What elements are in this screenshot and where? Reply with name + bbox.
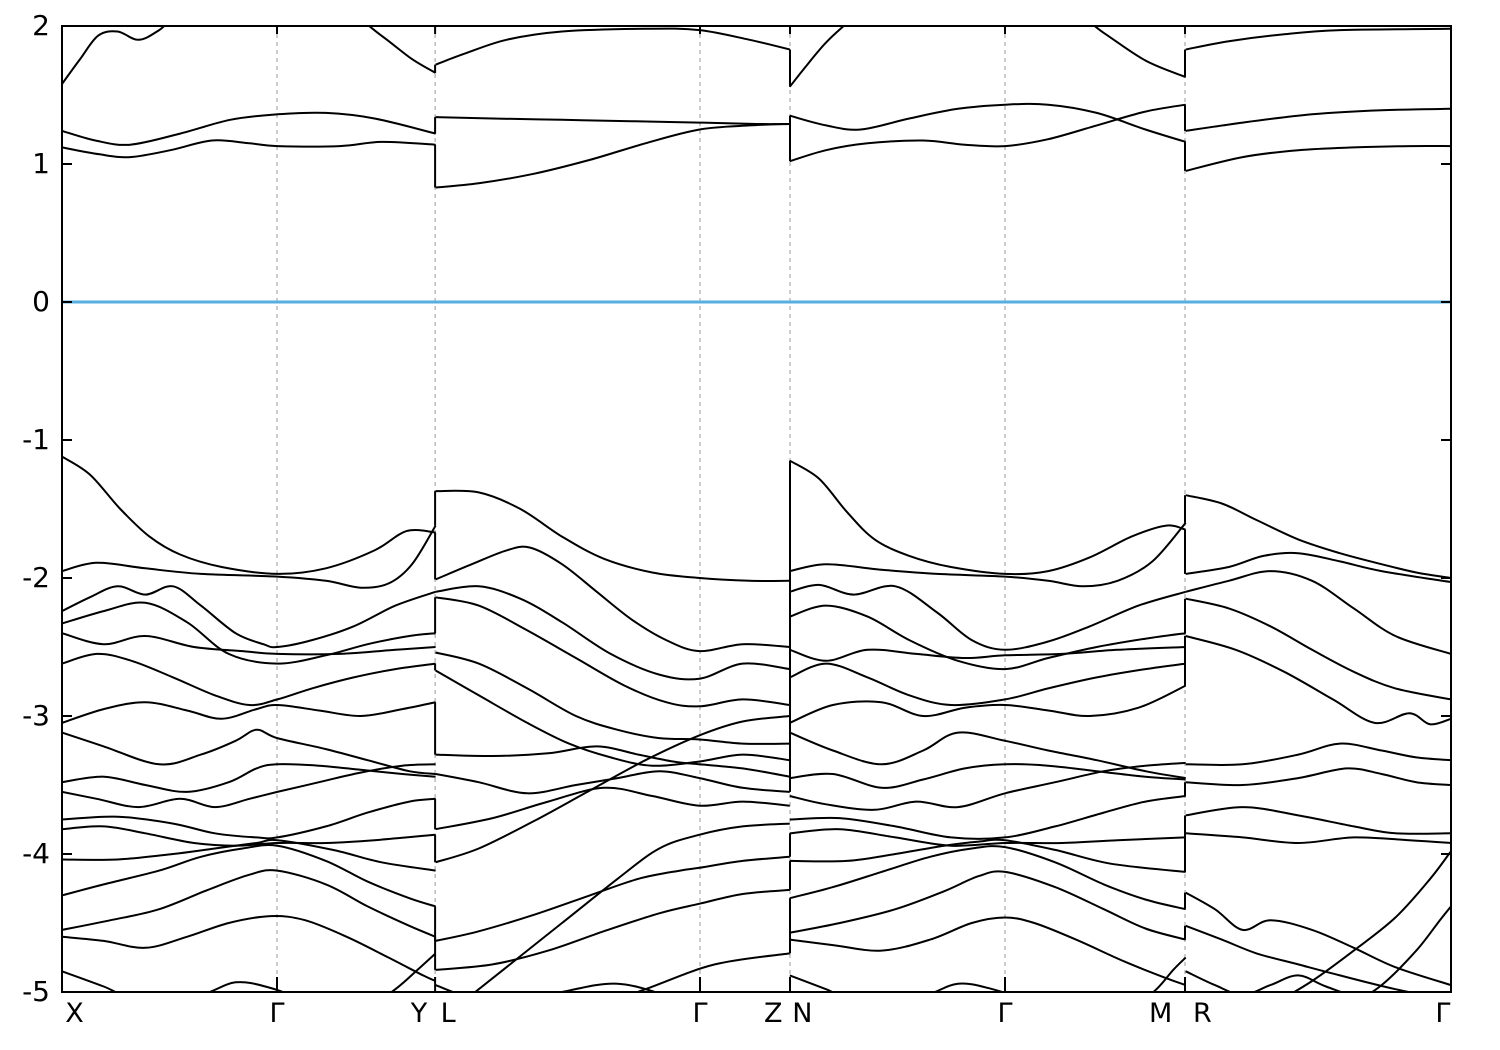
- band-curve: [62, 585, 436, 649]
- band-curve: [435, 651, 790, 745]
- band-curve: [1370, 905, 1451, 992]
- x-tick-label: X: [65, 998, 84, 1029]
- band-curve: [473, 822, 790, 992]
- band-curve: [789, 684, 1187, 724]
- band-curve: [435, 27, 791, 66]
- band-curve: [435, 489, 790, 582]
- band-curve: [62, 601, 436, 665]
- band-curve: [1185, 970, 1344, 992]
- band-curve: [789, 974, 1006, 992]
- band-curve: [1185, 742, 1451, 767]
- band-curve: [389, 952, 437, 992]
- band-curve: [1185, 570, 1451, 655]
- x-tick-label: M: [1149, 998, 1172, 1029]
- band-curve: [1185, 767, 1451, 787]
- band-curve: [62, 455, 436, 575]
- band-curve: [62, 728, 436, 775]
- band-curve: [435, 545, 790, 653]
- band-curve: [1185, 144, 1451, 172]
- y-tick-label: 2: [32, 9, 50, 42]
- plot-border: [61, 25, 1452, 993]
- x-tick-label: Γ: [692, 998, 707, 1029]
- band-curve: [62, 632, 436, 656]
- band-curve: [62, 525, 437, 589]
- band-curve: [62, 797, 436, 840]
- band-curve: [62, 869, 436, 938]
- band-curve: [789, 459, 1186, 576]
- y-tick-label: 0: [32, 285, 50, 318]
- band-curve: [789, 522, 1187, 588]
- band-curve: [1151, 956, 1187, 992]
- y-tick-label: -4: [22, 837, 50, 870]
- band-curve: [435, 745, 790, 778]
- band-curve: [1185, 597, 1451, 701]
- band-curve: [789, 870, 1186, 941]
- band-curve: [435, 123, 790, 189]
- band-curve: [789, 761, 1186, 811]
- band-curve: [435, 116, 790, 126]
- band-curve: [789, 916, 1187, 987]
- band-curve: [435, 770, 790, 795]
- band-curve: [789, 731, 1186, 780]
- band-curve: [435, 596, 790, 708]
- x-tick-label: N: [792, 998, 812, 1029]
- band-curve: [789, 838, 1186, 873]
- x-tick-label: Γ: [997, 998, 1012, 1029]
- band-curve: [62, 111, 436, 146]
- x-tick-label: L: [441, 998, 456, 1029]
- band-curve: [1185, 551, 1451, 584]
- band-curve: [62, 701, 436, 724]
- band-curve: [789, 604, 1186, 671]
- x-tick-label: Y: [410, 998, 428, 1029]
- band-curve: [62, 914, 437, 982]
- band-curve: [435, 855, 790, 942]
- band-curve: [789, 102, 1186, 143]
- y-tick-label: 1: [32, 147, 50, 180]
- band-curve: [634, 952, 790, 992]
- band-curve: [1185, 806, 1451, 835]
- band-curve: [789, 795, 1186, 840]
- y-tick-label: -2: [22, 561, 50, 594]
- band-curve: [62, 838, 436, 872]
- band-curve: [62, 652, 436, 707]
- band-curve: [789, 26, 1187, 88]
- band-curve: [789, 646, 1186, 662]
- band-curve: [1185, 832, 1451, 845]
- band-curve: [1185, 924, 1414, 992]
- band-curve: [62, 26, 437, 85]
- band-curve: [435, 585, 790, 681]
- band-curve: [789, 828, 1186, 847]
- y-tick-label: -5: [22, 975, 50, 1008]
- y-tick-label: -1: [22, 423, 50, 456]
- band-curve: [62, 970, 286, 992]
- band-curve: [789, 662, 1186, 707]
- band-curve: [789, 845, 1186, 911]
- x-tick-label: Z: [764, 998, 783, 1029]
- band-curve: [435, 982, 659, 992]
- band-curve: [1185, 107, 1451, 132]
- band-curve: [789, 583, 1186, 651]
- band-curve: [435, 669, 790, 767]
- band-curve: [1185, 891, 1451, 987]
- band-curve: [1292, 850, 1451, 992]
- x-tick-label: Γ: [269, 998, 284, 1029]
- band-curve: [62, 844, 436, 908]
- band-curve: [62, 763, 436, 809]
- band-curve: [789, 103, 1186, 163]
- band-curve: [435, 888, 790, 971]
- band-curve: [435, 786, 790, 831]
- x-tick-label: Γ: [1435, 998, 1450, 1029]
- band-curve: [1185, 494, 1451, 579]
- band-curve: [1185, 27, 1451, 51]
- band-curve: [435, 715, 790, 864]
- y-tick-label: -3: [22, 699, 50, 732]
- band-curve: [1185, 635, 1451, 726]
- band-curve: [789, 763, 1186, 789]
- x-tick-label: R: [1193, 998, 1212, 1029]
- band-curve: [62, 139, 436, 159]
